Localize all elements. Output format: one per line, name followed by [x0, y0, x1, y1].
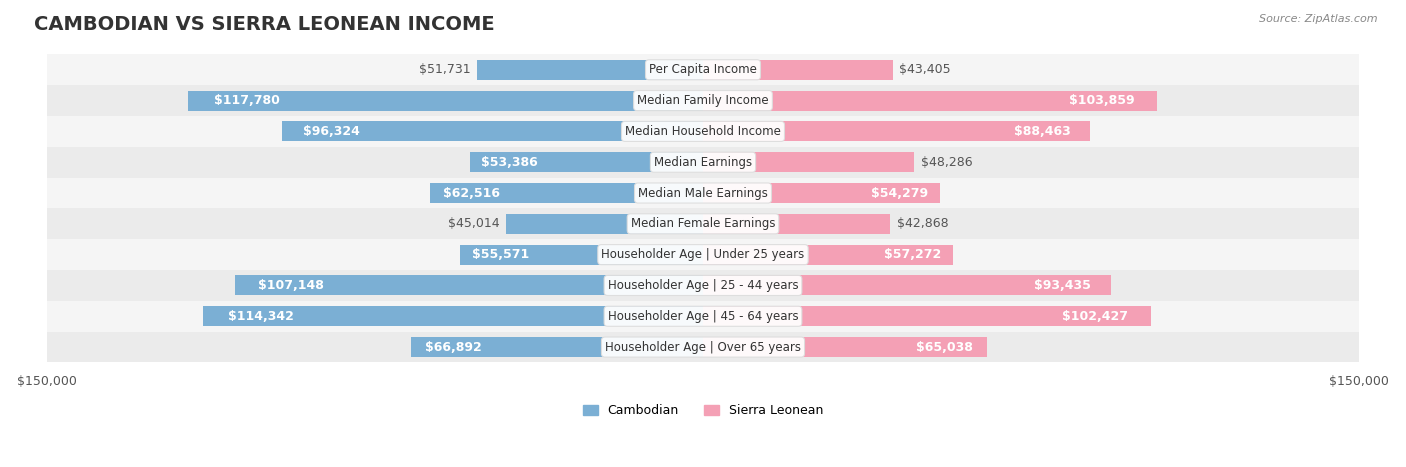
Bar — [48, 332, 1358, 362]
Legend: Cambodian, Sierra Leonean: Cambodian, Sierra Leonean — [578, 399, 828, 422]
Text: CAMBODIAN VS SIERRA LEONEAN INCOME: CAMBODIAN VS SIERRA LEONEAN INCOME — [34, 15, 495, 34]
Text: $66,892: $66,892 — [425, 340, 482, 354]
Bar — [188, 91, 703, 111]
Bar — [204, 306, 703, 326]
Text: $51,731: $51,731 — [419, 63, 471, 76]
Bar — [703, 152, 914, 172]
Text: $88,463: $88,463 — [1014, 125, 1070, 138]
Bar — [48, 54, 1358, 85]
Text: $43,405: $43,405 — [900, 63, 950, 76]
Text: $107,148: $107,148 — [259, 279, 323, 292]
Bar — [48, 239, 1358, 270]
Bar — [703, 276, 1111, 296]
Text: $93,435: $93,435 — [1033, 279, 1091, 292]
Bar — [48, 147, 1358, 177]
Bar — [48, 177, 1358, 208]
Text: Median Earnings: Median Earnings — [654, 156, 752, 169]
Text: $57,272: $57,272 — [883, 248, 941, 261]
Text: $102,427: $102,427 — [1063, 310, 1128, 323]
Bar — [411, 337, 703, 357]
Text: $53,386: $53,386 — [481, 156, 538, 169]
Text: Median Female Earnings: Median Female Earnings — [631, 217, 775, 230]
Bar — [703, 337, 987, 357]
Text: $45,014: $45,014 — [449, 217, 499, 230]
Text: $65,038: $65,038 — [917, 340, 973, 354]
Bar — [460, 245, 703, 265]
Text: Householder Age | Under 25 years: Householder Age | Under 25 years — [602, 248, 804, 261]
Text: Per Capita Income: Per Capita Income — [650, 63, 756, 76]
Bar — [283, 121, 703, 142]
Text: $48,286: $48,286 — [921, 156, 972, 169]
Bar — [48, 208, 1358, 239]
Text: $117,780: $117,780 — [214, 94, 280, 107]
Bar — [703, 60, 893, 80]
Text: Householder Age | Over 65 years: Householder Age | Over 65 years — [605, 340, 801, 354]
Bar — [477, 60, 703, 80]
Text: $103,859: $103,859 — [1069, 94, 1135, 107]
Text: $114,342: $114,342 — [228, 310, 294, 323]
Bar — [703, 91, 1157, 111]
Text: $55,571: $55,571 — [472, 248, 530, 261]
Text: $62,516: $62,516 — [443, 186, 501, 199]
Bar — [703, 214, 890, 234]
Bar — [703, 183, 941, 203]
Text: $96,324: $96,324 — [304, 125, 360, 138]
Text: $42,868: $42,868 — [897, 217, 949, 230]
Bar — [703, 306, 1150, 326]
Bar — [48, 116, 1358, 147]
Bar — [703, 245, 953, 265]
Bar — [48, 301, 1358, 332]
Bar — [470, 152, 703, 172]
Text: Source: ZipAtlas.com: Source: ZipAtlas.com — [1260, 14, 1378, 24]
Bar — [430, 183, 703, 203]
Text: Median Household Income: Median Household Income — [626, 125, 780, 138]
Text: Median Male Earnings: Median Male Earnings — [638, 186, 768, 199]
Text: $54,279: $54,279 — [872, 186, 928, 199]
Text: Householder Age | 25 - 44 years: Householder Age | 25 - 44 years — [607, 279, 799, 292]
Bar — [48, 85, 1358, 116]
Bar — [506, 214, 703, 234]
Bar — [48, 270, 1358, 301]
Bar — [235, 276, 703, 296]
Bar — [703, 121, 1090, 142]
Text: Householder Age | 45 - 64 years: Householder Age | 45 - 64 years — [607, 310, 799, 323]
Text: Median Family Income: Median Family Income — [637, 94, 769, 107]
